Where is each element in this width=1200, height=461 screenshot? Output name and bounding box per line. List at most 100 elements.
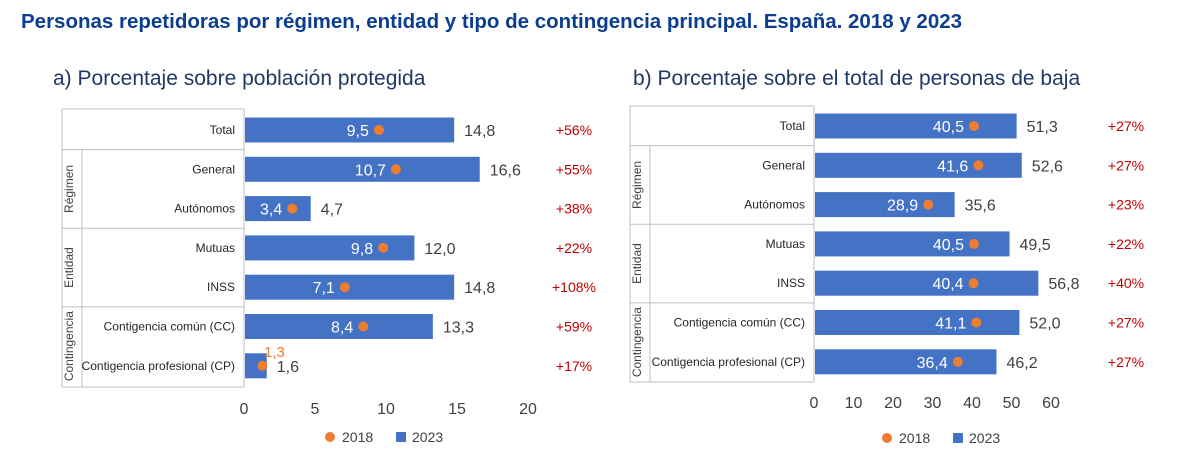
chart-b-x-tick-label: 10 bbox=[845, 395, 863, 412]
chart-b-bar-label-2023: 51,3 bbox=[1027, 119, 1058, 136]
chart-a-dot-label-2018: 10,7 bbox=[355, 162, 386, 179]
chart-b-change-label: +23% bbox=[1108, 197, 1144, 213]
chart-a-x-tick-label: 10 bbox=[377, 401, 395, 418]
chart-a-change-label: +22% bbox=[556, 240, 592, 256]
chart-a-bar-2023 bbox=[245, 156, 480, 182]
chart-b-category-label: Mutuas bbox=[766, 237, 805, 251]
chart-a-dot-2018 bbox=[358, 321, 369, 332]
chart-a-change-label: +17% bbox=[556, 358, 592, 374]
chart-a-x-tick-label: 0 bbox=[240, 401, 249, 418]
chart-b-category-label: Contigencia profesional (CP) bbox=[652, 355, 805, 369]
chart-a-bar-2023 bbox=[245, 353, 267, 379]
chart-a-x-tick-label: 5 bbox=[311, 401, 320, 418]
chart-b-x-tick-label: 30 bbox=[924, 395, 942, 412]
chart-b-x-tick-label: 20 bbox=[884, 395, 902, 412]
chart-b-category-label: Autónomos bbox=[744, 198, 805, 212]
chart-b-bar-2023 bbox=[815, 270, 1039, 296]
chart-b-bar-2023 bbox=[815, 310, 1020, 335]
chart-a-bar-label-2023: 13,3 bbox=[443, 320, 474, 337]
chart-a-title: a) Porcentaje sobre población protegida bbox=[53, 67, 426, 90]
chart-b-dot-label-2018: 41,6 bbox=[937, 158, 968, 175]
chart-b-legend-label-2018: 2018 bbox=[899, 430, 930, 446]
chart-a-category-label: INSS bbox=[207, 280, 235, 294]
chart-a-bar-label-2023: 16,6 bbox=[490, 162, 521, 179]
chart-b-dot-label-2018: 40,4 bbox=[932, 276, 963, 293]
chart-a-group-label: Régimen bbox=[62, 165, 76, 213]
chart-a-dot-label-2018: 9,8 bbox=[351, 241, 373, 258]
chart-a-bar-2023 bbox=[245, 314, 433, 339]
chart-a-x-tick-label: 20 bbox=[519, 401, 537, 418]
chart-a-category-label: Contigencia común (CC) bbox=[104, 320, 235, 334]
chart-b-change-label: +40% bbox=[1108, 275, 1144, 291]
chart-a-group-label: Entidad bbox=[62, 247, 76, 288]
chart-b-dot-2018 bbox=[971, 317, 982, 328]
chart-b-x-tick-label: 40 bbox=[963, 395, 981, 412]
chart-a-dot-2018 bbox=[257, 360, 268, 371]
chart-b-change-label: +27% bbox=[1108, 354, 1144, 370]
chart-b-group-label: Régimen bbox=[630, 161, 644, 209]
chart-a-dot-label-2018: 7,1 bbox=[313, 280, 335, 297]
chart-a-dot-2018 bbox=[378, 242, 389, 253]
chart-b-bar-2023 bbox=[815, 113, 1017, 139]
chart-a-bar-label-2023: 14,8 bbox=[464, 280, 495, 297]
chart-a-category-label: General bbox=[192, 162, 235, 176]
chart-b-legend-marker-2023 bbox=[953, 433, 963, 443]
chart-a-category-label: Contigencia profesional (CP) bbox=[82, 359, 235, 373]
chart-b-bar-label-2023: 46,2 bbox=[1006, 355, 1037, 372]
chart-a-bar-label-2023: 14,8 bbox=[464, 123, 495, 140]
chart-a-legend-marker-2023 bbox=[396, 432, 406, 442]
chart-a-change-label: +55% bbox=[556, 161, 592, 177]
chart-a-legend-label-2018: 2018 bbox=[342, 429, 373, 445]
chart-b-dot-2018 bbox=[968, 238, 979, 249]
chart-b-category-label: General bbox=[762, 158, 805, 172]
chart-a-bar-label-2023: 12,0 bbox=[424, 241, 455, 258]
chart-a-legend-label-2023: 2023 bbox=[412, 429, 443, 445]
chart-a-category-label: Autónomos bbox=[174, 202, 235, 216]
chart-a-dot-2018 bbox=[373, 125, 384, 135]
chart-a-group-label: Contingencia bbox=[62, 311, 76, 381]
chart-a-legend-marker-2018 bbox=[325, 432, 335, 442]
chart-b-group-label: Entidad bbox=[630, 243, 644, 284]
chart-a-dot-label-2018: 3,4 bbox=[260, 202, 282, 219]
chart-a-dot-2018 bbox=[390, 164, 401, 175]
chart-b-dot-label-2018: 36,4 bbox=[917, 355, 948, 372]
chart-b-x-tick-label: 50 bbox=[1003, 395, 1021, 412]
main-title: Personas repetidoras por régimen, entida… bbox=[21, 10, 963, 33]
chart-b-dot-2018 bbox=[973, 160, 984, 171]
chart-b-dot-label-2018: 40,5 bbox=[933, 237, 964, 254]
chart-b-dot-label-2018: 41,1 bbox=[935, 316, 966, 333]
chart-a-change-label: +108% bbox=[552, 279, 596, 295]
chart-b-change-label: +27% bbox=[1108, 315, 1144, 331]
chart-a-change-label: +38% bbox=[556, 201, 592, 217]
chart-b-bar-2023 bbox=[815, 192, 955, 218]
chart-a-x-tick-label: 15 bbox=[448, 401, 466, 418]
chart-a-dot-label-2018: 8,4 bbox=[331, 320, 353, 337]
chart-a-dot-2018 bbox=[339, 282, 350, 293]
chart-b-dot-2018 bbox=[968, 121, 979, 131]
chart-b-dot-label-2018: 28,9 bbox=[887, 198, 918, 215]
chart-b-bar-label-2023: 35,6 bbox=[965, 198, 996, 215]
chart-b-legend-marker-2018 bbox=[882, 433, 892, 443]
chart-b-category-label: Contigencia común (CC) bbox=[674, 316, 805, 330]
chart-b-x-tick-label: 0 bbox=[810, 395, 819, 412]
chart-b-group-label: Contingencia bbox=[630, 307, 644, 377]
chart-b-change-label: +22% bbox=[1108, 236, 1144, 252]
chart-b-bar-label-2023: 52,0 bbox=[1029, 316, 1060, 333]
chart-b-change-label: +27% bbox=[1108, 157, 1144, 173]
chart-a-bar-label-2023: 1,6 bbox=[277, 359, 299, 376]
chart-b-bar-label-2023: 49,5 bbox=[1020, 237, 1051, 254]
chart-b-category-label: INSS bbox=[777, 276, 805, 290]
chart-a-bar-2023 bbox=[245, 117, 455, 143]
chart-a-dot-label-2018: 1,3 bbox=[264, 344, 285, 361]
chart-b-dot-2018 bbox=[952, 356, 963, 367]
chart-b-dot-label-2018: 40,5 bbox=[933, 119, 964, 136]
chart-b-category-label: Total bbox=[780, 119, 805, 133]
chart-b-bar-2023 bbox=[815, 152, 1022, 178]
chart-b-title: b) Porcentaje sobre el total de personas… bbox=[633, 67, 1081, 90]
chart-b-legend-label-2023: 2023 bbox=[969, 430, 1000, 446]
chart-a-bar-2023 bbox=[245, 196, 311, 222]
chart-a-category-label: Mutuas bbox=[196, 241, 235, 255]
chart-b-bar-label-2023: 52,6 bbox=[1032, 158, 1063, 175]
